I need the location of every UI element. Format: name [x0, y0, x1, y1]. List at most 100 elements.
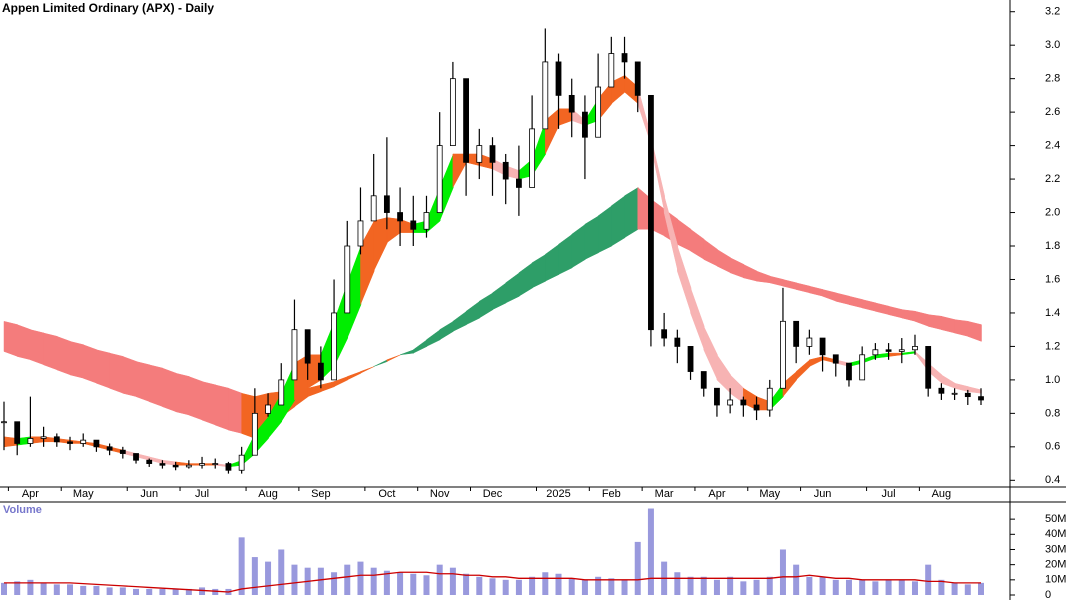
candle-body: [806, 337, 813, 347]
band-segment: [571, 223, 586, 269]
x-tick-label: Nov: [430, 488, 450, 500]
volume-bar: [819, 576, 826, 595]
band-segment: [281, 363, 296, 423]
x-tick-label: Apr: [708, 488, 725, 500]
y-tick-label: 1.0: [1045, 374, 1060, 386]
y-tick-label: 30M: [1045, 543, 1066, 555]
volume-bar: [581, 579, 588, 595]
volume-bar: [476, 576, 483, 595]
volume-bar: [370, 567, 377, 595]
candle-body: [304, 329, 311, 364]
x-tick-label: Aug: [258, 488, 278, 500]
y-tick-label: 2.2: [1045, 173, 1060, 185]
volume-bar: [14, 581, 21, 595]
volume-bar: [463, 573, 470, 595]
candle-body: [159, 463, 166, 466]
band-segment: [347, 371, 362, 381]
y-tick-label: 50M: [1045, 513, 1066, 525]
band-segment: [835, 292, 850, 305]
candle-body: [542, 61, 549, 130]
band-segment: [148, 364, 164, 408]
x-tick-label: May: [759, 488, 780, 500]
band-segment: [703, 238, 718, 267]
candle-body: [423, 212, 430, 230]
band-segment: [769, 275, 784, 287]
candle-body: [80, 439, 87, 444]
band-segment: [901, 309, 916, 322]
candle-body: [410, 220, 417, 230]
volume-bar: [568, 578, 575, 595]
band-segment: [162, 367, 177, 413]
volume-bar: [542, 572, 549, 595]
band-segment: [531, 253, 547, 289]
candle-body: [27, 438, 34, 444]
volume-title: Volume: [3, 504, 42, 516]
y-tick-label: 1.6: [1045, 273, 1060, 285]
candle-body: [912, 346, 918, 351]
band-segment: [175, 372, 190, 416]
volume-bar: [845, 579, 852, 595]
band-segment: [795, 282, 811, 294]
volume-bar: [449, 567, 456, 595]
candle-body: [436, 145, 443, 213]
band-segment: [967, 321, 982, 342]
volume-bar: [423, 575, 430, 595]
x-tick-label: Jul: [882, 488, 896, 500]
candle-body: [529, 128, 536, 188]
band-segment: [927, 314, 943, 331]
candle-body: [133, 453, 139, 461]
band-segment: [413, 339, 428, 354]
candle-body: [687, 346, 694, 372]
volume-bar: [740, 581, 747, 595]
volume-bar: [383, 570, 390, 595]
band-segment: [967, 386, 982, 394]
candle-body: [621, 53, 628, 63]
candle-body: [225, 463, 232, 471]
candle-body: [463, 78, 469, 163]
volume-average: [4, 571, 981, 593]
x-tick-label: Oct: [378, 488, 395, 500]
candle-body: [278, 379, 285, 406]
volume-bar: [502, 579, 509, 595]
volume-bar: [634, 541, 641, 595]
volume-bar: [978, 582, 984, 595]
volume-bar: [713, 579, 720, 595]
chart-title: Appen Limited Ordinary (APX) - Daily: [2, 1, 214, 15]
band-segment: [954, 319, 969, 337]
band-segment: [624, 186, 639, 239]
candle-body: [1, 421, 7, 424]
band-segment: [597, 205, 613, 254]
y-tick-label: 0.6: [1045, 441, 1060, 453]
band-segment: [756, 270, 771, 284]
band-segment: [109, 352, 124, 394]
candle-body: [700, 371, 707, 389]
candle-body: [608, 53, 615, 88]
y-tick-label: 1.2: [1045, 340, 1060, 352]
volume-bar: [344, 564, 351, 595]
band-segment: [294, 354, 309, 401]
candle-body: [172, 464, 179, 468]
volume-bar: [410, 573, 417, 595]
volume-bar: [53, 584, 60, 595]
volume-bar: [806, 576, 813, 595]
candle-body: [331, 312, 337, 381]
band-segment: [201, 381, 216, 426]
band-segment: [3, 321, 18, 357]
candle-body: [925, 346, 932, 389]
candle-body: [370, 195, 377, 222]
volume-bar: [251, 557, 258, 595]
band-segment: [347, 245, 362, 339]
candle-body: [93, 439, 100, 448]
candle-body: [397, 212, 403, 222]
band-segment: [888, 305, 903, 319]
candle-body: [793, 320, 800, 347]
band-segment: [809, 356, 824, 367]
band-segment: [690, 287, 705, 350]
x-tick-label: Aug: [932, 488, 952, 500]
candle-body: [872, 349, 879, 356]
band-segment: [901, 351, 916, 356]
band-segment: [188, 376, 203, 421]
candle-body: [582, 111, 588, 138]
band-segment: [611, 195, 626, 247]
volume-bar: [595, 576, 602, 595]
